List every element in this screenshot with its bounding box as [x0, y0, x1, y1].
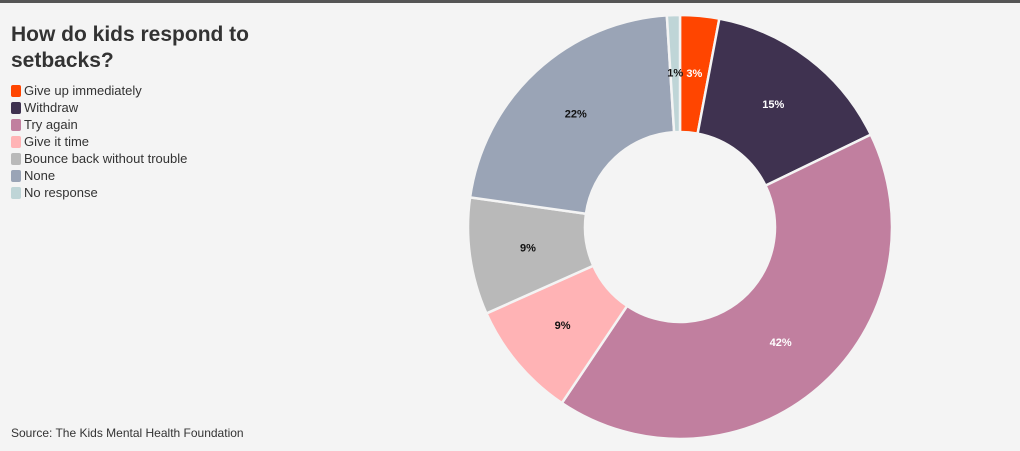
slice-data-label: 15%: [762, 99, 784, 111]
legend-label: Give it time: [24, 134, 90, 149]
legend: Give up immediately Withdraw Try again G…: [11, 82, 187, 201]
slice-data-label: 9%: [555, 320, 571, 332]
legend-item: Withdraw: [11, 99, 187, 116]
legend-label: Withdraw: [24, 100, 79, 115]
legend-swatch: [11, 152, 21, 165]
donut-labels: 3% 15% 42% 9% 9% 22% 1%: [520, 68, 792, 349]
legend-swatch: [11, 118, 21, 131]
donut-slice: [665, 13, 682, 134]
legend-swatch: [11, 186, 21, 199]
legend-label: Bounce back without trouble: [24, 151, 188, 166]
legend-swatch: [11, 84, 21, 97]
chart-title: How do kids respond to setbacks?: [11, 23, 250, 72]
legend-swatch: [11, 101, 21, 114]
legend-item: Try again: [11, 116, 187, 133]
slice-data-label: 1%: [667, 68, 683, 80]
donut-slice: [560, 133, 894, 441]
legend-label: None: [24, 168, 56, 183]
slice-data-label: 3%: [686, 68, 702, 80]
legend-swatch: [11, 169, 21, 182]
slice-data-label: 42%: [770, 337, 792, 349]
legend-label: No response: [24, 185, 98, 200]
legend-item: Give it time: [11, 133, 187, 150]
slice-data-label: 22%: [565, 108, 587, 120]
legend-item: None: [11, 167, 187, 184]
legend-item: Give up immediately: [11, 82, 187, 99]
donut-slice: [696, 17, 873, 187]
legend-item: Bounce back without trouble: [11, 150, 187, 167]
slice-data-label: 9%: [520, 242, 536, 254]
donut-slice: [468, 14, 676, 215]
donut-slices: [466, 13, 894, 441]
legend-item: No response: [11, 184, 187, 201]
legend-label: Try again: [24, 117, 78, 132]
legend-label: Give up immediately: [24, 83, 142, 98]
top-rule: [0, 0, 1020, 3]
source-note: Source: The Kids Mental Health Foundatio…: [11, 426, 244, 440]
legend-swatch: [11, 135, 21, 148]
